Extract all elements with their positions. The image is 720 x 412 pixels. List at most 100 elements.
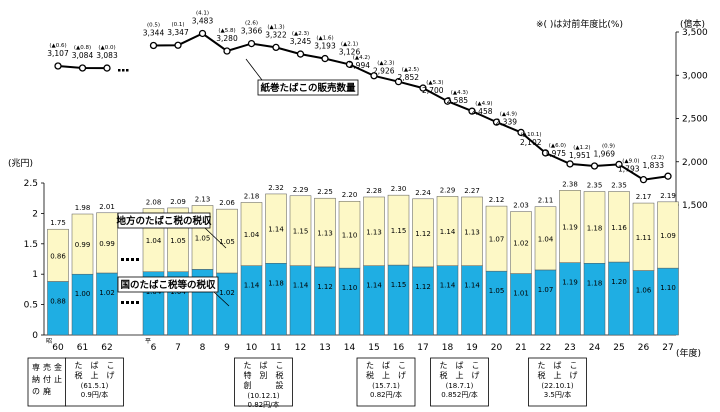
sales-change-label: (▲2.3) <box>292 31 309 37</box>
value-label-local: 1.14 <box>440 228 456 236</box>
y-tick-label-right: 2,500 <box>682 115 708 125</box>
sales-line-callout: 紙巻たばこの販売数量 <box>245 58 359 96</box>
x-tick-label: 13 <box>319 343 330 353</box>
bar-national <box>265 263 287 336</box>
sales-value-label: 3,084 <box>72 51 94 60</box>
sales-change-label: (▲9.0) <box>622 159 639 165</box>
axis-break-dot <box>126 258 129 261</box>
legend-national-tax: 国のたばこ税等の税収 <box>120 279 216 291</box>
value-label-total: 2.38 <box>562 180 578 188</box>
sales-point <box>517 128 525 137</box>
bar-national <box>240 265 263 336</box>
x-tick-label: 18 <box>442 343 454 353</box>
annotation-rate: 0.9円/本 <box>81 390 109 399</box>
bar-national <box>412 266 434 336</box>
sales-point <box>394 78 403 86</box>
sales-value-label: 2,585 <box>447 96 469 105</box>
sales-change-label: (▲6.0) <box>549 143 566 149</box>
sales-point <box>149 41 158 50</box>
value-label-local: 1.05 <box>170 237 186 245</box>
bar-local <box>314 197 336 268</box>
axis-break-dot <box>136 258 139 261</box>
bar-local <box>412 198 434 268</box>
value-label-total: 2.25 <box>317 188 333 196</box>
x-tick-label: 21 <box>515 343 526 353</box>
value-label-local: 1.09 <box>660 232 676 240</box>
annotation-22: た ば こ税 上 げ (22.10.1)3.5円/本 <box>528 357 587 407</box>
value-label-local: 1.13 <box>366 228 382 236</box>
sales-change-label: (▲4.2) <box>353 55 370 61</box>
x-tick-label: 14 <box>344 343 356 353</box>
annotation-date: (61.5.1) <box>81 382 109 390</box>
value-label-national: 1.14 <box>464 282 480 290</box>
bar-local <box>436 196 459 266</box>
value-label-national: 1.10 <box>342 284 358 292</box>
value-label-national: 1.00 <box>75 290 91 298</box>
x-tick-label: 26 <box>638 343 650 353</box>
value-label-local: 1.16 <box>611 224 627 232</box>
annotation-date: (22.10.1) <box>541 382 573 390</box>
value-label-total: 2.09 <box>170 198 186 206</box>
sales-change-label: (▲5.3) <box>426 80 443 86</box>
bar-national <box>338 267 361 336</box>
sales-point <box>198 29 207 38</box>
sales-point <box>664 172 672 180</box>
value-label-local: 1.11 <box>636 234 652 242</box>
sales-change-label: (2.2) <box>651 155 664 161</box>
annotation-line: 創 設 <box>244 380 284 390</box>
x-tick-label: 20 <box>491 343 503 353</box>
y-tick-label-right: 1,500 <box>682 201 708 211</box>
value-label-local: 1.19 <box>562 223 578 231</box>
annotation-char: 納 <box>32 374 40 384</box>
sales-point <box>615 160 623 169</box>
era-mark-showa: 昭 <box>46 338 52 345</box>
y-tick-label-left: 0.5 <box>24 301 38 311</box>
annotation-18: た ば こ税 上 げ (18.7.1)0.852円/本 <box>430 357 489 407</box>
sales-value-label: 2,994 <box>349 61 371 70</box>
x-tick-label: 12 <box>295 343 306 353</box>
annotation-15: た ば こ税 上 げ (15.7.1)0.82円/本 <box>356 357 416 407</box>
sales-point <box>639 176 648 184</box>
bar-national <box>534 269 557 336</box>
sales-value-label: 2,458 <box>471 107 493 116</box>
bar-group <box>47 69 679 336</box>
bar-national <box>363 265 385 336</box>
bar-national <box>559 262 581 336</box>
value-label-local: 1.13 <box>317 230 333 238</box>
annotation-line: た ば こ <box>244 361 284 370</box>
bar-local <box>240 202 263 266</box>
sales-change-label: (▲1.2) <box>573 145 590 151</box>
y-tick-label-right: 3,500 <box>682 28 708 38</box>
x-tick-label: 15 <box>368 343 379 353</box>
y-tick-label-right: 3,000 <box>682 71 708 81</box>
x-tick-label: 8 <box>200 343 206 353</box>
bar-local <box>559 190 581 263</box>
value-label-national: 1.14 <box>244 282 260 290</box>
bar-local <box>632 202 655 271</box>
sales-change-label: (0.5) <box>147 22 160 28</box>
sales-change-label: (4.1) <box>196 10 209 16</box>
value-label-national: 1.18 <box>268 279 284 287</box>
bar-national <box>583 263 606 336</box>
value-label-total: 2.29 <box>440 186 456 194</box>
value-label-total: 1.75 <box>50 219 66 227</box>
y-tick-label-left: 0 <box>32 331 38 341</box>
sales-change-label: (▲0.8) <box>74 45 91 51</box>
bar-local <box>265 193 287 264</box>
sales-change-label: (0.9) <box>602 143 615 149</box>
value-label-local: 0.99 <box>99 240 115 248</box>
sales-change-label: (▲10.1) <box>521 132 542 138</box>
bar-local <box>338 200 361 269</box>
value-label-national: 0.88 <box>50 297 66 305</box>
bar-label-group: 0.88 0.86 1.75 60 1.00 0.99 1.98 61 1.02 0.99 2.01… <box>50 180 676 353</box>
x-tick-label: 23 <box>564 343 575 353</box>
x-tick-label: 25 <box>613 343 624 353</box>
annotation-line: た ば こ <box>75 361 115 370</box>
bar-national <box>461 265 483 336</box>
annotation-box <box>234 357 293 407</box>
y-tick-label-left: 1 <box>32 270 38 280</box>
axis-break-dot <box>126 301 129 304</box>
sales-change-label: (▲0.0) <box>98 45 115 51</box>
sales-value-label: 2,926 <box>373 67 395 76</box>
